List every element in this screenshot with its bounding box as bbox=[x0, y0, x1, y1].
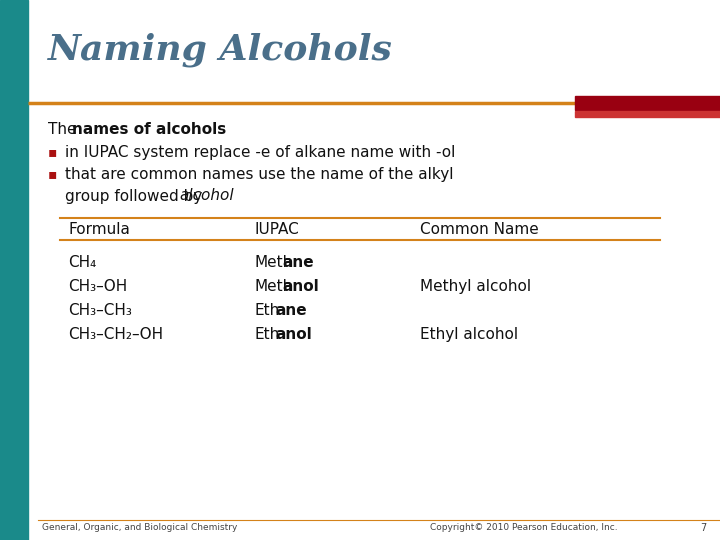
Text: group followed by: group followed by bbox=[65, 188, 207, 204]
Text: CH₃–CH₃: CH₃–CH₃ bbox=[68, 303, 132, 318]
Text: names of alcohols: names of alcohols bbox=[72, 123, 226, 138]
Bar bbox=[0, 0, 28, 540]
Text: ▪: ▪ bbox=[48, 145, 58, 159]
Text: Formula: Formula bbox=[68, 221, 130, 237]
Text: Meth: Meth bbox=[255, 279, 293, 294]
Text: that are common names use the name of the alkyl: that are common names use the name of th… bbox=[65, 166, 454, 181]
Text: ▪: ▪ bbox=[48, 167, 58, 181]
Text: anol: anol bbox=[282, 279, 319, 294]
Bar bbox=[575, 111, 720, 117]
Text: IUPAC: IUPAC bbox=[255, 221, 300, 237]
Text: General, Organic, and Biological Chemistry: General, Organic, and Biological Chemist… bbox=[42, 523, 238, 532]
Text: 7: 7 bbox=[700, 523, 706, 533]
Text: Naming Alcohols: Naming Alcohols bbox=[48, 33, 393, 68]
Text: Eth: Eth bbox=[255, 327, 280, 342]
Text: in IUPAC system replace -e of alkane name with -ol: in IUPAC system replace -e of alkane nam… bbox=[65, 145, 455, 159]
Text: Common Name: Common Name bbox=[420, 221, 539, 237]
Text: CH₃–CH₂–OH: CH₃–CH₂–OH bbox=[68, 327, 163, 342]
Text: CH₄: CH₄ bbox=[68, 255, 96, 270]
Bar bbox=[575, 96, 720, 110]
Text: Meth: Meth bbox=[255, 255, 293, 270]
Text: Ethyl alcohol: Ethyl alcohol bbox=[420, 327, 518, 342]
Text: The: The bbox=[48, 123, 81, 138]
Text: CH₃–OH: CH₃–OH bbox=[68, 279, 127, 294]
Text: ane: ane bbox=[275, 303, 307, 318]
Text: anol: anol bbox=[275, 327, 312, 342]
Text: ane: ane bbox=[282, 255, 314, 270]
Text: Copyright© 2010 Pearson Education, Inc.: Copyright© 2010 Pearson Education, Inc. bbox=[430, 523, 618, 532]
Text: alcohol: alcohol bbox=[179, 188, 233, 204]
Text: Eth: Eth bbox=[255, 303, 280, 318]
Text: Methyl alcohol: Methyl alcohol bbox=[420, 279, 531, 294]
